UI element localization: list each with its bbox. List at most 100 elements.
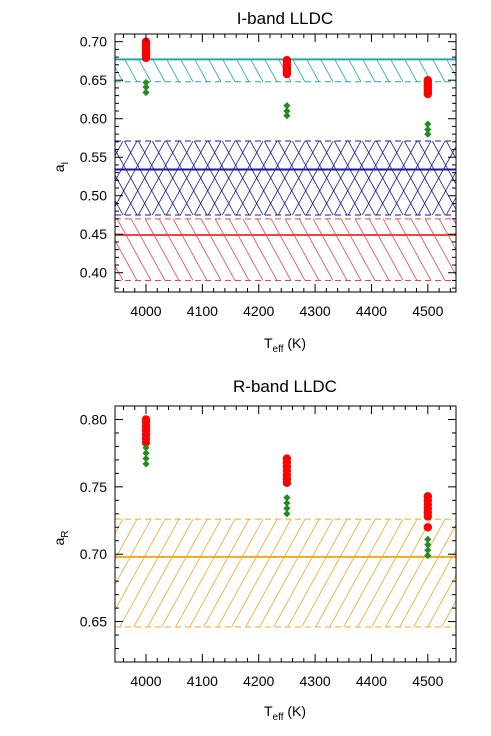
band-hatch-line [180, 59, 194, 82]
x-tick-label: 4100 [187, 673, 218, 689]
band-hatch-line [474, 141, 491, 215]
band-hatch-line [119, 518, 180, 628]
band-hatch-line [175, 518, 236, 628]
band-hatch-line [161, 518, 222, 628]
band-hatch-line [474, 141, 491, 215]
band-hatch-line [165, 140, 208, 216]
plot-area [115, 415, 491, 628]
band-hatch-line [333, 140, 376, 216]
data-point-diamond [283, 510, 291, 518]
band-hatch-line [208, 59, 222, 82]
band-hatch-line [446, 59, 456, 78]
data-point-circle [423, 89, 433, 99]
data-point-circle [423, 523, 433, 532]
band-hatch-line [470, 519, 491, 627]
x-tick-label: 4400 [356, 673, 387, 689]
band-hatch-line [287, 518, 348, 628]
band-hatch-line [305, 140, 348, 216]
x-tick-label: 4300 [300, 303, 331, 319]
band-hatch-line [115, 518, 124, 535]
band-hatch-line [115, 265, 124, 281]
band-hatch-line [256, 218, 292, 281]
plot-frame [114, 405, 457, 663]
band-hatch-line [326, 218, 362, 281]
band-hatch-line [172, 218, 208, 281]
data-point-diamond [283, 102, 291, 110]
band-hatch-line [137, 140, 180, 216]
data-point-diamond [424, 551, 432, 560]
band-hatch-line [362, 59, 376, 82]
band-hatch-line [115, 518, 152, 586]
band-hatch-line [396, 218, 432, 281]
band-hatch-line [151, 140, 194, 216]
band-hatch-line [376, 59, 390, 82]
y-axis-label-main: a [51, 164, 67, 172]
data-point-circle [282, 478, 292, 487]
x-tick-label: 4500 [412, 673, 443, 689]
band-hatch-line [207, 140, 250, 216]
band-hatch-line [329, 518, 390, 628]
plot-frame [114, 33, 457, 293]
y-tick-label: 0.75 [80, 479, 107, 495]
y-tick-label: 0.50 [80, 188, 107, 204]
band-hatch-line [371, 518, 432, 628]
band-hatch-line [245, 518, 306, 628]
band-hatch-line [438, 218, 456, 251]
data-point-diamond [283, 112, 291, 120]
band-hatch-line [189, 518, 250, 628]
band-hatch-line [249, 140, 292, 216]
band-hatch-line [284, 218, 320, 281]
band-hatch-line [460, 141, 491, 215]
data-point-circle [141, 438, 151, 447]
band-hatch-line [273, 518, 334, 628]
data-point-diamond [424, 125, 432, 134]
y-tick-label: 0.60 [80, 111, 107, 127]
y-tick-label: 0.70 [80, 546, 107, 562]
band-hatch-line [228, 218, 264, 281]
band-hatch-line [115, 140, 124, 157]
band-0 [115, 518, 491, 628]
band-hatch-line [115, 518, 166, 611]
band-hatch-line [424, 218, 456, 276]
x-axis-label: Teff (K) [264, 703, 306, 723]
y-axis-label: aR [51, 530, 71, 545]
band-hatch-line [343, 518, 404, 628]
band-hatch-line [452, 218, 456, 225]
y-tick-label: 0.55 [80, 149, 107, 165]
x-axis-label-unit: (K) [283, 335, 306, 351]
x-tick-label: 4400 [356, 303, 387, 319]
band-hatch-line [361, 140, 404, 216]
band-hatch-line [194, 59, 208, 82]
y-axis-label: aI [51, 162, 71, 173]
i-band-chart-svg: I-band LLDC Teff (K) aI 4000 4100 4200 4300… [51, 9, 491, 355]
band-hatch-line [298, 218, 334, 281]
band-hatch-line [179, 140, 222, 216]
band-hatch-line [306, 59, 320, 82]
band-hatch-line [404, 59, 418, 82]
x-tick-label: 4300 [300, 673, 331, 689]
band-hatch-line [312, 218, 348, 281]
data-point-diamond [424, 130, 432, 138]
band-hatch-line [115, 66, 124, 82]
band-hatch-line [354, 218, 390, 281]
band-hatch-line [138, 59, 152, 82]
x-axis-label: Teff (K) [264, 335, 306, 355]
band-hatch-line [116, 218, 152, 281]
x-tick-label: 4200 [243, 673, 274, 689]
r-band-chart: R-band LLDC Teff (K) aR 4000 4100 4200 4300… [0, 368, 491, 736]
band-hatch-line [222, 59, 236, 82]
x-axis-label-unit: (K) [283, 703, 306, 719]
band-hatch-line [357, 518, 418, 628]
data-point-circle [423, 512, 433, 521]
data-point-diamond [424, 535, 432, 543]
x-tick-label: 4000 [130, 673, 161, 689]
data-point-diamond [283, 499, 291, 507]
band-hatch-line [390, 59, 404, 82]
data-point-diamond [283, 494, 291, 502]
x-tick-label: 4100 [187, 303, 218, 319]
x-tick-label: 4000 [130, 303, 161, 319]
band-hatch-line [301, 518, 362, 628]
band-hatch-line [461, 59, 473, 81]
data-point-diamond [283, 107, 291, 115]
band-hatch-line [292, 59, 306, 82]
